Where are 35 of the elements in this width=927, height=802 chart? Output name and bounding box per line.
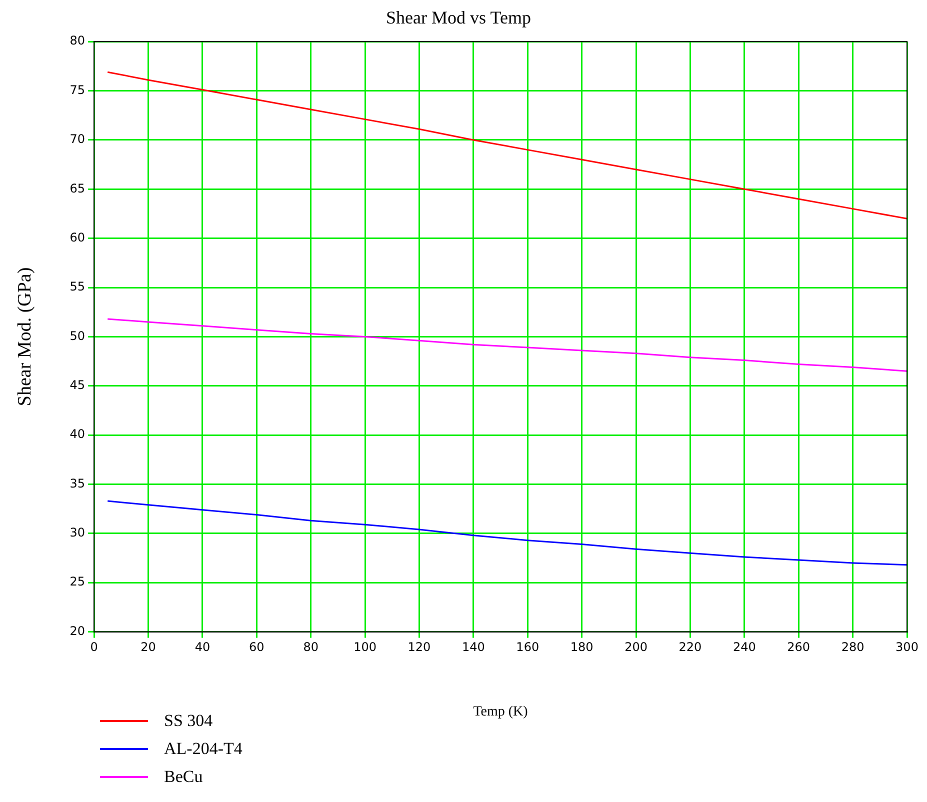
x-axis-title: Temp (K)	[473, 704, 528, 720]
y-axis-title: Shear Mod. (GPa)	[14, 267, 36, 406]
x-tick-label: 40	[194, 640, 210, 654]
chart-title: Shear Mod vs Temp	[386, 8, 531, 28]
x-tick-label: 0	[90, 640, 98, 654]
x-tick-label: 180	[570, 640, 594, 654]
x-tick-label: 220	[678, 640, 702, 654]
x-tick-label: 60	[249, 640, 264, 654]
x-tick-label: 120	[408, 640, 431, 654]
legend-label: AL-204-T4	[164, 739, 242, 759]
y-tick-label: 65	[70, 181, 86, 196]
x-tick-label: 240	[732, 640, 756, 654]
x-tick-label: 20	[140, 640, 156, 654]
x-tick-label: 160	[516, 640, 540, 654]
x-tick-label: 80	[303, 640, 318, 654]
x-tick-label: 280	[841, 640, 864, 654]
y-tick-label: 30	[70, 526, 86, 540]
x-tick-label: 200	[624, 640, 648, 654]
y-tick-label: 55	[70, 280, 86, 294]
y-tick-label: 20	[70, 624, 86, 638]
legend-label: SS 304	[164, 711, 213, 731]
y-tick-label: 35	[70, 476, 86, 490]
y-tick-label: 75	[70, 82, 86, 97]
legend-label: BeCu	[164, 767, 203, 787]
y-tick-label: 70	[70, 132, 86, 146]
y-tick-label: 25	[70, 574, 86, 589]
y-tick-label: 45	[70, 378, 86, 392]
x-tick-label: 300	[896, 640, 918, 654]
x-tick-label: 140	[462, 640, 485, 654]
y-tick-label: 50	[70, 328, 86, 343]
y-tick-label: 80	[70, 34, 86, 48]
y-tick-label: 60	[70, 230, 86, 244]
x-tick-label: 260	[787, 640, 810, 654]
y-tick-label: 40	[70, 427, 86, 442]
x-tick-label: 100	[354, 640, 376, 654]
